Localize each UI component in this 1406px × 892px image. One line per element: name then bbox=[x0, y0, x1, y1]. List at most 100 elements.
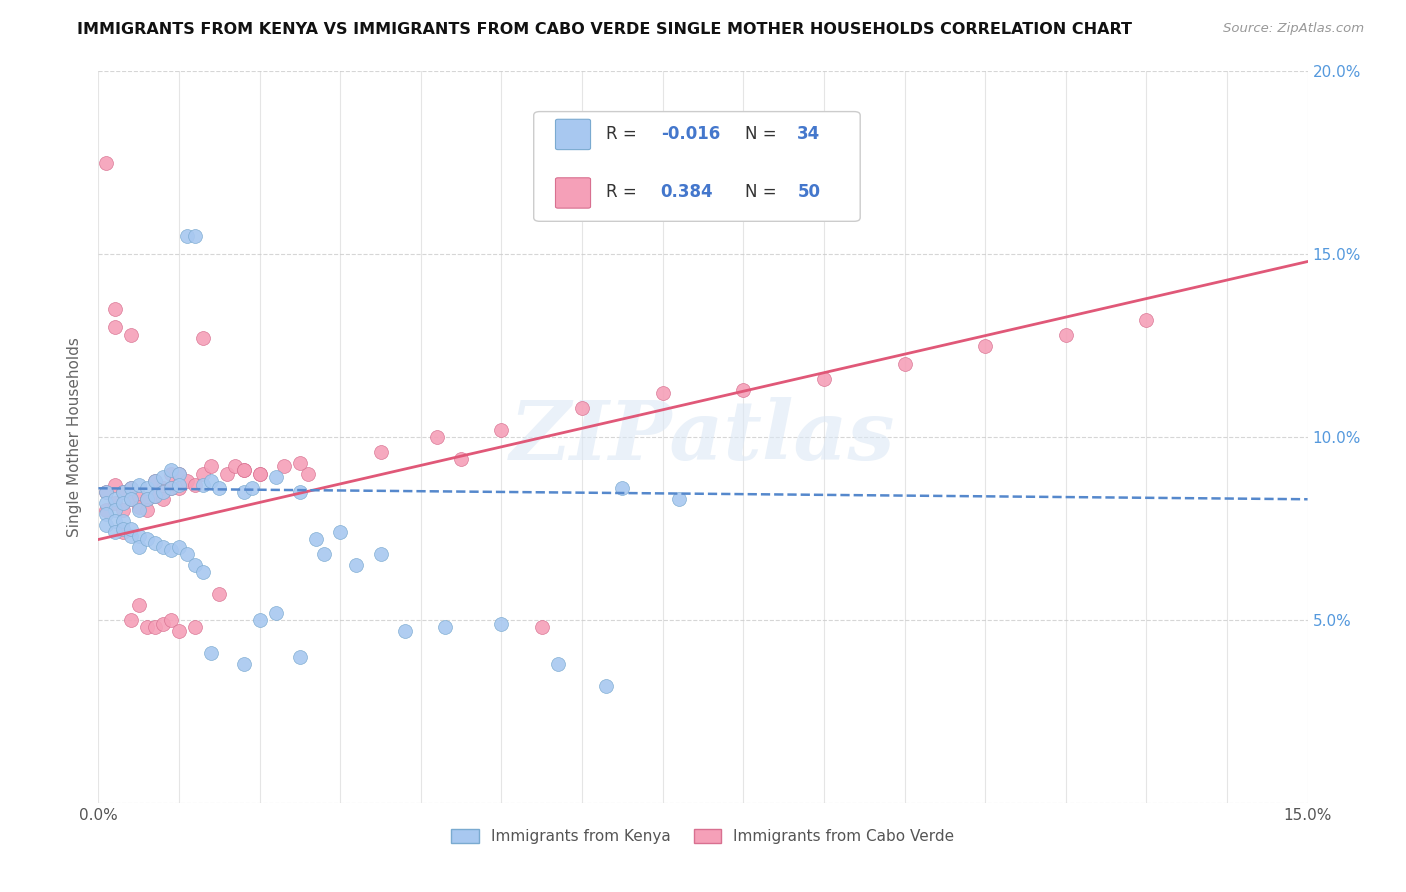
Point bbox=[135, 620, 157, 634]
Point bbox=[160, 481, 183, 495]
Point bbox=[273, 459, 295, 474]
Point bbox=[1054, 327, 1077, 342]
Point bbox=[120, 327, 142, 342]
Text: -0.016: -0.016 bbox=[661, 125, 720, 143]
Point bbox=[143, 474, 166, 488]
Point bbox=[143, 489, 166, 503]
Point bbox=[120, 521, 142, 535]
Point bbox=[733, 383, 755, 397]
Point bbox=[264, 470, 287, 484]
Point bbox=[240, 481, 263, 495]
Point bbox=[167, 467, 190, 481]
Point bbox=[143, 536, 166, 550]
Point bbox=[128, 503, 150, 517]
Point bbox=[232, 463, 254, 477]
Point bbox=[208, 481, 231, 495]
Point bbox=[167, 477, 190, 491]
Point bbox=[103, 320, 125, 334]
Point bbox=[152, 481, 174, 495]
FancyBboxPatch shape bbox=[555, 120, 591, 150]
Point bbox=[143, 620, 166, 634]
Point bbox=[288, 456, 311, 470]
Point bbox=[288, 649, 311, 664]
Point bbox=[103, 477, 125, 491]
Point bbox=[152, 616, 174, 631]
Point bbox=[176, 547, 198, 561]
Point bbox=[1135, 313, 1157, 327]
Point bbox=[152, 492, 174, 507]
Point bbox=[120, 492, 142, 507]
Point bbox=[176, 229, 198, 244]
Point bbox=[96, 485, 118, 500]
Point bbox=[128, 477, 150, 491]
Point bbox=[160, 543, 183, 558]
Point bbox=[143, 489, 166, 503]
Point bbox=[135, 492, 157, 507]
Text: 0.384: 0.384 bbox=[661, 183, 713, 202]
Point bbox=[152, 540, 174, 554]
Point bbox=[160, 613, 183, 627]
Point bbox=[329, 525, 352, 540]
Point bbox=[200, 474, 222, 488]
Point bbox=[974, 338, 997, 352]
Point bbox=[120, 481, 142, 495]
Point bbox=[249, 613, 271, 627]
FancyBboxPatch shape bbox=[555, 178, 591, 208]
Point bbox=[96, 517, 118, 532]
Text: N =: N = bbox=[745, 125, 778, 143]
Point bbox=[249, 467, 271, 481]
Point bbox=[128, 529, 150, 543]
FancyBboxPatch shape bbox=[534, 112, 860, 221]
Point bbox=[128, 599, 150, 613]
Point bbox=[111, 525, 134, 540]
Point bbox=[135, 481, 157, 495]
Point bbox=[297, 467, 319, 481]
Text: R =: R = bbox=[606, 125, 637, 143]
Point bbox=[595, 679, 617, 693]
Point bbox=[370, 444, 392, 458]
Point bbox=[813, 371, 835, 385]
Point bbox=[96, 485, 118, 500]
Point bbox=[111, 496, 134, 510]
Point bbox=[314, 547, 336, 561]
Point bbox=[232, 463, 254, 477]
Point bbox=[167, 481, 190, 495]
Point bbox=[103, 525, 125, 540]
Point bbox=[193, 477, 215, 491]
Text: IMMIGRANTS FROM KENYA VS IMMIGRANTS FROM CABO VERDE SINGLE MOTHER HOUSEHOLDS COR: IMMIGRANTS FROM KENYA VS IMMIGRANTS FROM… bbox=[77, 22, 1132, 37]
Point bbox=[193, 331, 215, 345]
Point bbox=[305, 533, 328, 547]
Point bbox=[344, 558, 367, 573]
Point bbox=[232, 485, 254, 500]
Point bbox=[111, 485, 134, 500]
Point bbox=[217, 467, 239, 481]
Point bbox=[668, 492, 690, 507]
Y-axis label: Single Mother Households: Single Mother Households bbox=[67, 337, 83, 537]
Point bbox=[103, 301, 125, 317]
Point bbox=[143, 474, 166, 488]
Point bbox=[152, 470, 174, 484]
Point bbox=[184, 620, 207, 634]
Point bbox=[612, 481, 634, 495]
Point bbox=[135, 533, 157, 547]
Point bbox=[120, 529, 142, 543]
Point bbox=[135, 503, 157, 517]
Point bbox=[111, 485, 134, 500]
Point bbox=[103, 496, 125, 510]
Point bbox=[200, 646, 222, 660]
Text: 34: 34 bbox=[797, 125, 821, 143]
Point bbox=[288, 485, 311, 500]
Point bbox=[103, 503, 125, 517]
Point bbox=[111, 503, 134, 517]
Point bbox=[167, 540, 190, 554]
Point bbox=[426, 430, 449, 444]
Point bbox=[547, 657, 569, 671]
Point bbox=[96, 156, 118, 170]
Point bbox=[434, 620, 457, 634]
Point bbox=[160, 463, 183, 477]
Point bbox=[394, 624, 416, 638]
Point bbox=[135, 492, 157, 507]
Point bbox=[176, 474, 198, 488]
Point bbox=[193, 467, 215, 481]
Point bbox=[120, 481, 142, 495]
